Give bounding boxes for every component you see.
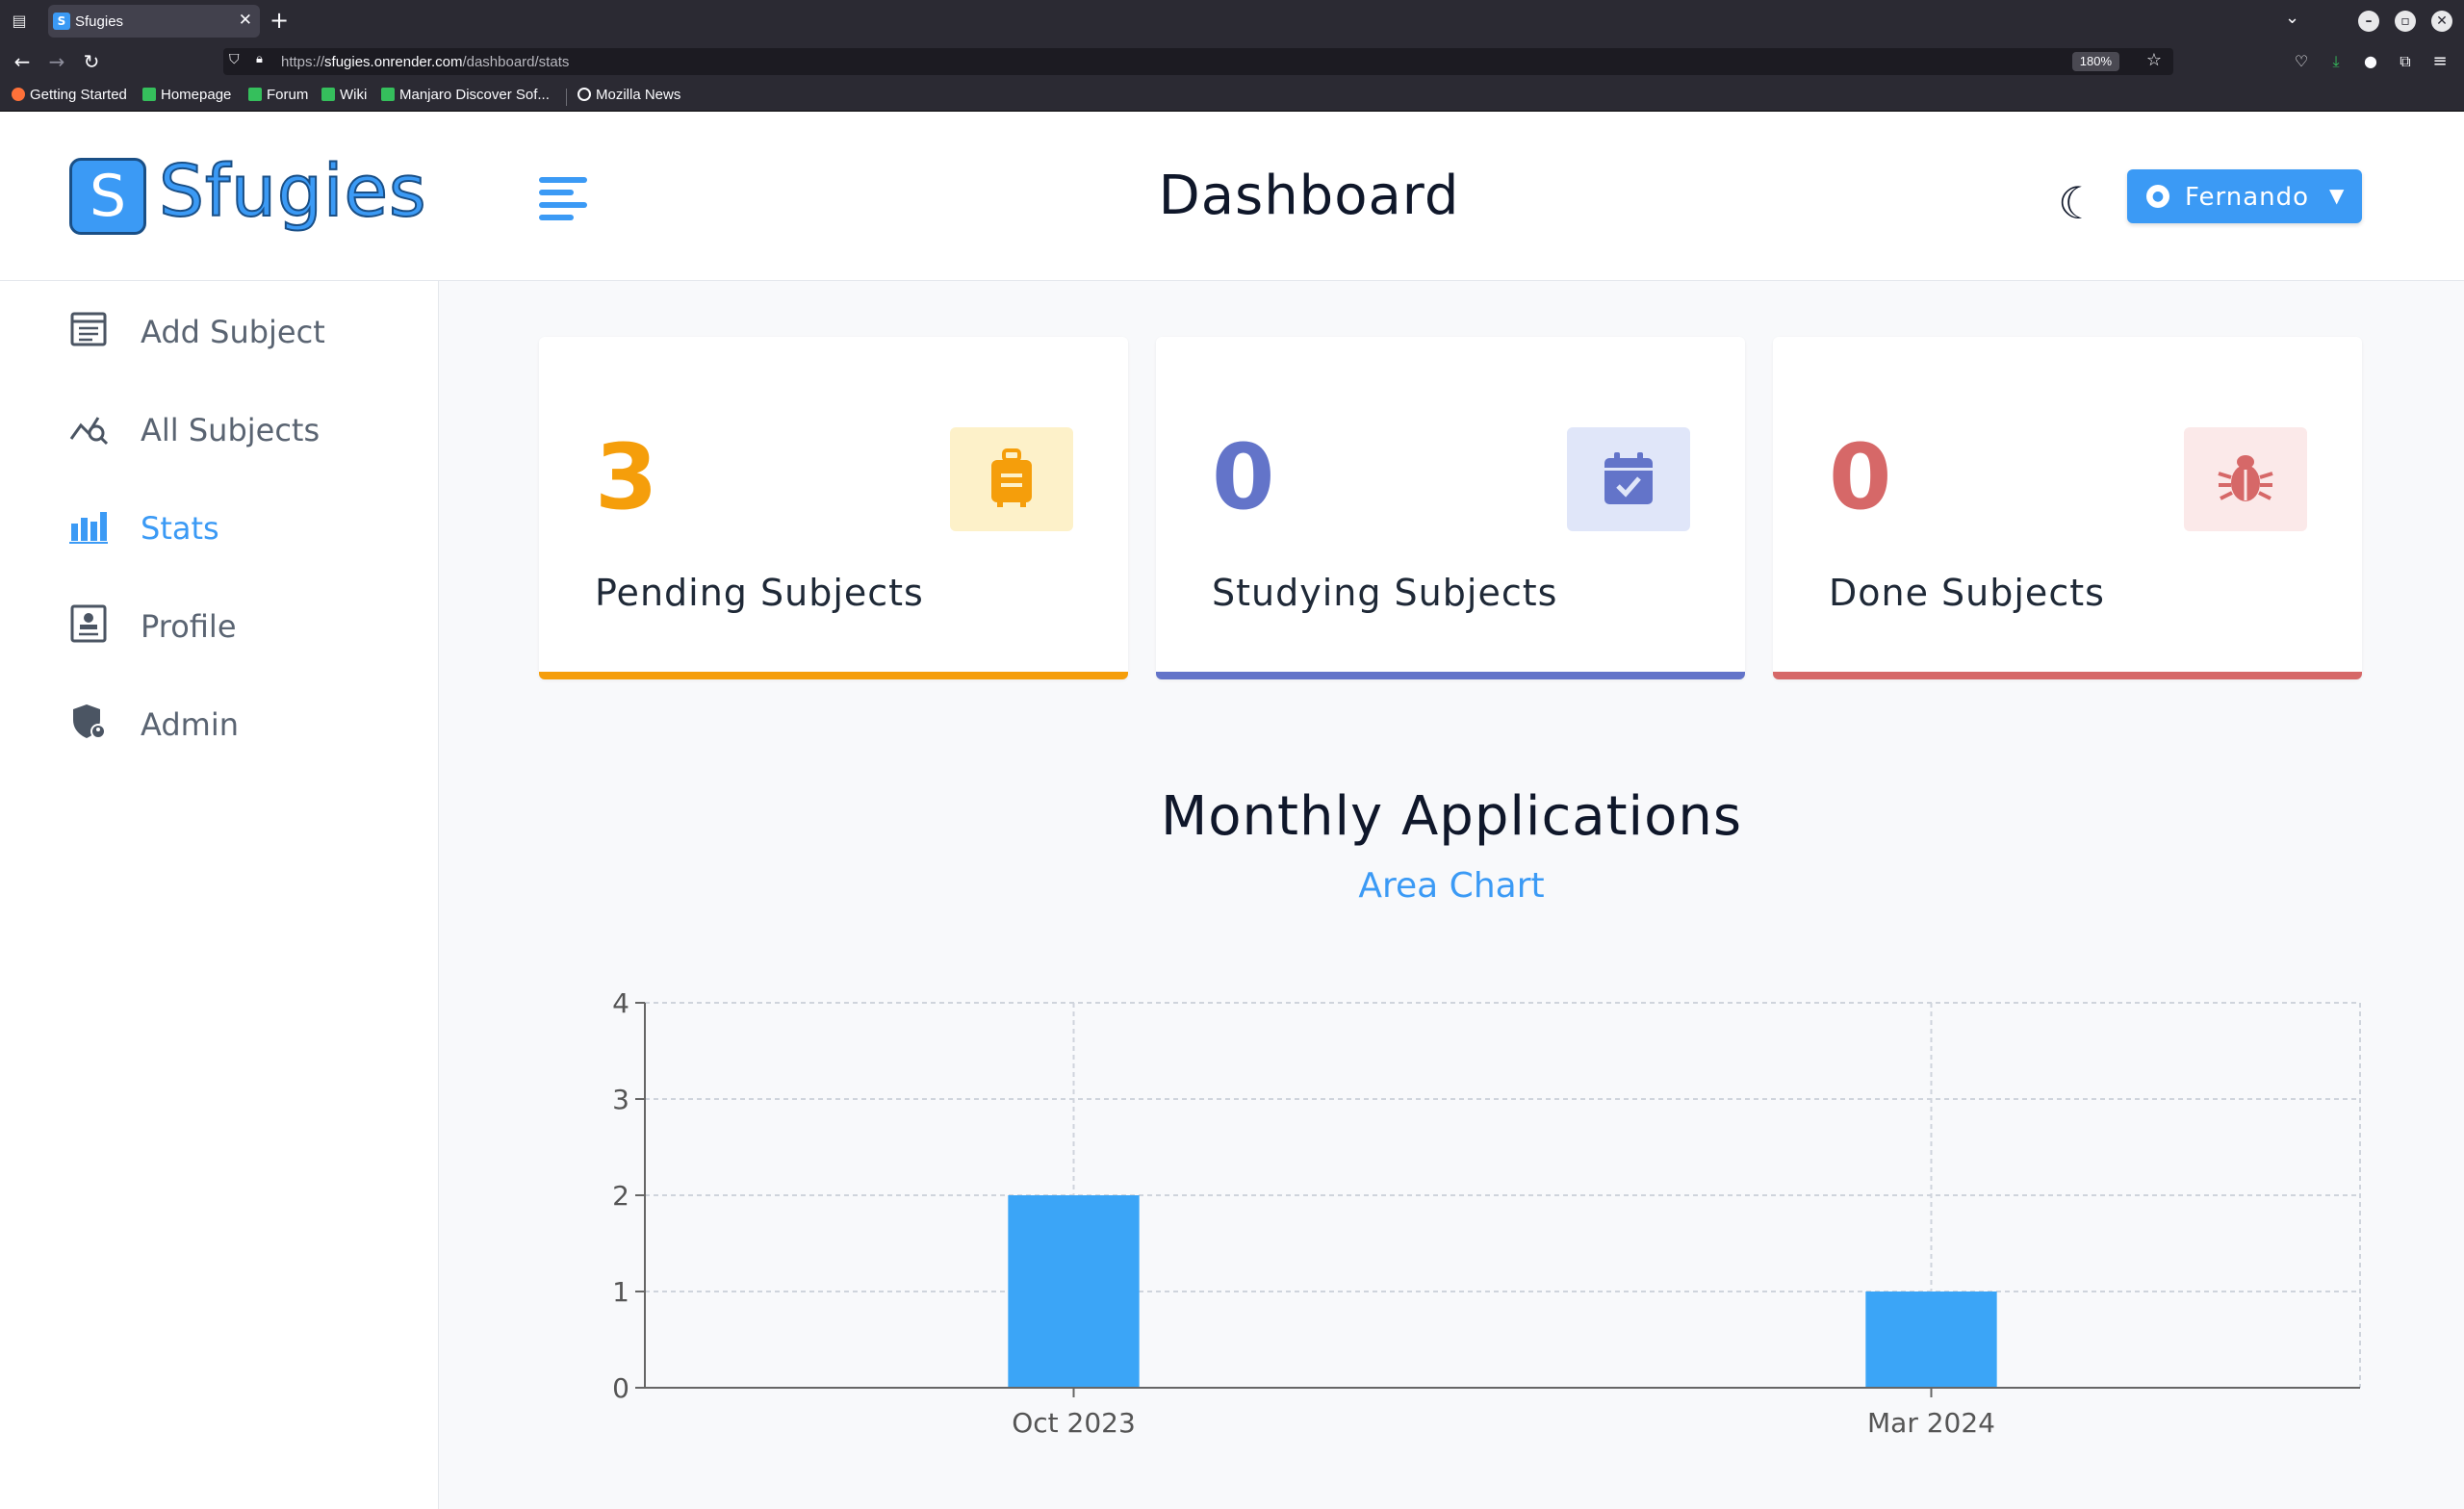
manjaro-icon — [321, 88, 335, 101]
sidebar-item-stats[interactable]: Stats — [69, 497, 416, 554]
sidebar-item-admin[interactable]: Admin — [69, 693, 416, 751]
page-title: Dashboard — [1158, 165, 1460, 227]
url-text[interactable]: https://sfugies.onrender.com/dashboard/s… — [281, 54, 570, 70]
bookmark-star-icon[interactable]: ☆ — [2145, 50, 2162, 70]
chart-search-icon — [69, 408, 109, 447]
stat-card-done: 0 Done Subjects — [1773, 337, 2362, 679]
shield-icon[interactable]: ⛉ — [229, 52, 240, 67]
reload-icon[interactable]: ↻ — [83, 50, 100, 73]
sidebar-item-profile[interactable]: Profile — [69, 595, 416, 652]
browser-tab[interactable]: S Sfugies ✕ — [48, 5, 260, 38]
new-tab-icon[interactable]: + — [270, 7, 290, 34]
logo-icon[interactable]: S — [69, 158, 146, 235]
bookmark-mozilla-news[interactable]: Mozilla News — [578, 87, 680, 103]
pocket-icon[interactable]: ♡ — [2294, 52, 2309, 70]
globe-icon — [578, 88, 591, 101]
bar-chart: 0 1 2 3 4 Oct 2023 Mar 2024 — [612, 987, 2361, 1439]
tab-close-icon[interactable]: ✕ — [238, 11, 252, 30]
user-name: Fernando — [2185, 183, 2310, 212]
url-bar[interactable]: ⛉ 🔒︎ https://sfugies.onrender.com/dashbo… — [223, 48, 2173, 75]
stat-card-pending: 3 Pending Subjects — [539, 337, 1128, 679]
tab-list-icon[interactable]: ▤ — [12, 12, 27, 30]
forward-icon[interactable]: → — [48, 50, 65, 73]
y-tick-label: 1 — [612, 1276, 629, 1308]
sidebar-item-all-subjects[interactable]: All Subjects — [69, 398, 416, 456]
bar — [1008, 1195, 1140, 1388]
bookmark-wiki[interactable]: Wiki — [321, 87, 367, 103]
minimize-icon[interactable]: – — [2358, 11, 2379, 32]
form-icon — [69, 310, 108, 348]
stat-label: Pending Subjects — [595, 572, 924, 614]
browser-tab-bar: ▤ S Sfugies ✕ + ⌄ – ▫ ✕ — [0, 0, 2464, 42]
stat-label: Studying Subjects — [1212, 572, 1558, 614]
sidebar-item-add-subject[interactable]: Add Subject — [69, 300, 416, 358]
logo-text[interactable]: Sfugies — [158, 149, 427, 234]
user-circle-icon: ● — [2146, 185, 2169, 208]
menu-icon[interactable]: ≡ — [2432, 51, 2448, 71]
close-window-icon[interactable]: ✕ — [2431, 11, 2452, 32]
y-tick-label: 0 — [612, 1372, 629, 1404]
caret-down-icon: ▼ — [2329, 184, 2345, 207]
bookmarks-separator — [566, 89, 567, 106]
admin-shield-icon — [69, 703, 108, 741]
stat-card-studying: 0 Studying Subjects — [1156, 337, 1745, 679]
bookmark-getting-started[interactable]: Getting Started — [12, 87, 127, 103]
bookmark-forum[interactable]: Forum — [248, 87, 308, 103]
tab-favicon-icon: S — [53, 13, 70, 30]
y-tick-label: 3 — [612, 1084, 629, 1115]
manjaro-icon — [142, 88, 156, 101]
account-icon[interactable]: ● — [2364, 52, 2377, 70]
manjaro-icon — [381, 88, 395, 101]
extensions-icon[interactable]: ⧉ — [2400, 52, 2411, 70]
calendar-check-icon — [1567, 427, 1690, 531]
profile-card-icon — [69, 604, 108, 643]
suitcase-icon — [950, 427, 1073, 531]
chart-type-toggle[interactable]: Area Chart — [1358, 866, 1545, 906]
stat-label: Done Subjects — [1829, 572, 2105, 614]
bar-chart-icon — [69, 506, 108, 545]
y-tick-label: 2 — [612, 1180, 629, 1212]
x-tick-label: Oct 2023 — [1012, 1407, 1136, 1439]
sidebar: Add Subject All Subjects Stats Profile A… — [0, 281, 439, 1509]
bookmark-homepage[interactable]: Homepage — [142, 87, 231, 103]
app-header: S Sfugies Dashboard ☾ ● Fernando ▼ — [0, 112, 2464, 281]
moon-icon[interactable]: ☾ — [2058, 177, 2098, 229]
bar — [1865, 1292, 1997, 1388]
stat-count: 3 — [595, 425, 658, 530]
user-menu-button[interactable]: ● Fernando ▼ — [2127, 169, 2362, 223]
maximize-icon[interactable]: ▫ — [2395, 11, 2416, 32]
y-tick-label: 4 — [612, 987, 629, 1019]
stat-count: 0 — [1829, 425, 1892, 530]
lock-icon[interactable]: 🔒︎ — [256, 52, 263, 66]
bookmarks-bar: Getting Started Homepage Forum Wiki Manj… — [0, 81, 2464, 112]
firefox-icon — [12, 88, 25, 101]
tab-title: Sfugies — [75, 13, 124, 30]
chevron-down-icon[interactable]: ⌄ — [2285, 8, 2300, 28]
x-tick-label: Mar 2024 — [1867, 1407, 1995, 1439]
stat-count: 0 — [1212, 425, 1275, 530]
manjaro-icon — [248, 88, 262, 101]
back-icon[interactable]: ← — [13, 50, 31, 73]
chart-title: Monthly Applications — [1160, 785, 1743, 848]
bookmark-manjaro-discover[interactable]: Manjaro Discover Sof... — [381, 87, 550, 103]
sidebar-toggle-icon[interactable] — [539, 177, 587, 220]
zoom-badge[interactable]: 180% — [2071, 52, 2119, 71]
browser-nav-bar: ← → ↻ ⛉ 🔒︎ https://sfugies.onrender.com/… — [0, 42, 2464, 81]
bug-icon — [2184, 427, 2307, 531]
download-icon[interactable]: ⤓ — [2332, 52, 2340, 70]
